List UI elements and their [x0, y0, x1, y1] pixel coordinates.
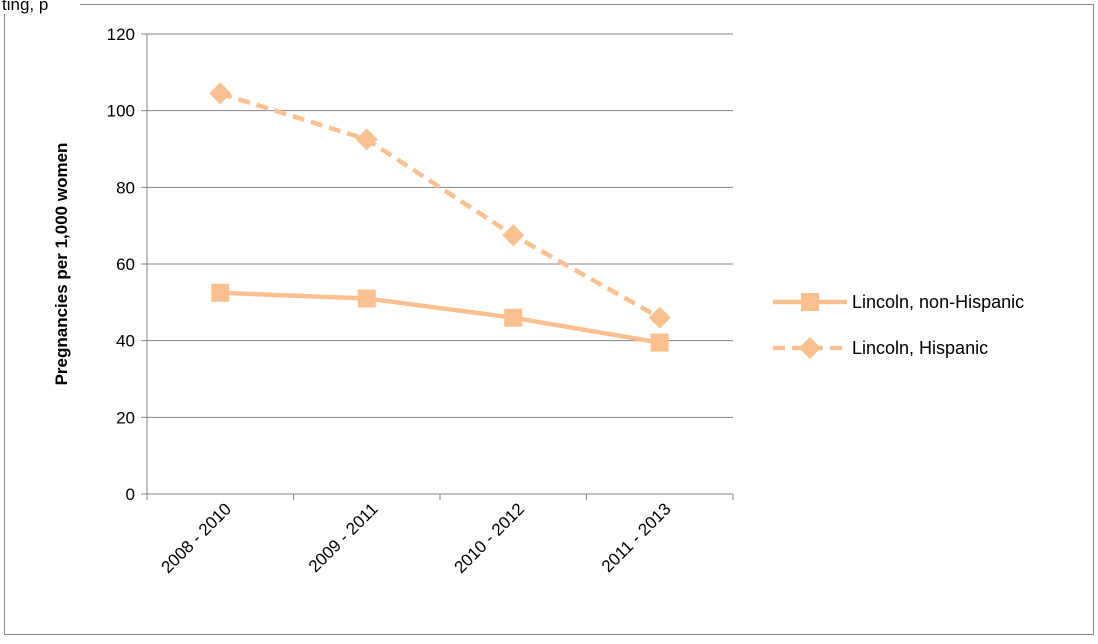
data-point — [504, 308, 523, 327]
x-tick-label: 2010 - 2012 — [450, 499, 528, 577]
chart-border — [4, 4, 1094, 635]
y-tick-label: 80 — [116, 178, 135, 197]
x-tick-label: 2009 - 2011 — [305, 499, 382, 576]
top-cut-text: ting, p — [2, 0, 48, 14]
gridlines — [147, 33, 733, 418]
y-tick-label: 0 — [126, 485, 135, 504]
data-point — [355, 128, 378, 151]
data-series — [209, 82, 671, 352]
x-tick-labels: 2008 - 2010 2009 - 2011 2010 - 2012 2011 - … — [157, 499, 674, 577]
data-point — [209, 82, 232, 105]
top-cut-mask — [0, 0, 80, 14]
y-tick-label: 100 — [107, 102, 135, 121]
y-axis-title: Pregnancies per 1,000 women — [52, 143, 71, 386]
y-tick-label: 20 — [116, 408, 135, 427]
legend-label: Lincoln, Hispanic — [852, 338, 988, 358]
legend-marker — [801, 293, 819, 311]
y-tick-labels: 0 20 40 60 80 100 120 — [107, 25, 135, 504]
legend-label: Lincoln, non-Hispanic — [852, 292, 1024, 312]
legend-entry-1: Lincoln, non-Hispanic — [773, 292, 1024, 312]
x-tick-label: 2011 - 2013 — [598, 499, 675, 576]
series-1 — [211, 283, 669, 352]
y-tick-label: 60 — [116, 255, 135, 274]
legend-marker — [799, 337, 821, 359]
legend-entry-2: Lincoln, Hispanic — [773, 337, 988, 359]
legend: Lincoln, non-Hispanic Lincoln, Hispanic — [773, 292, 1024, 359]
series-line — [220, 290, 661, 345]
data-point — [648, 306, 671, 329]
x-tick-label: 2008 - 2010 — [157, 499, 235, 577]
series-line — [219, 91, 661, 320]
y-tick-label: 40 — [116, 332, 135, 351]
y-tick-label: 120 — [107, 25, 135, 44]
data-point — [650, 333, 669, 352]
data-point — [502, 224, 525, 247]
data-point — [357, 289, 376, 308]
axes — [141, 33, 734, 500]
series-2 — [209, 82, 671, 329]
data-point — [211, 283, 230, 302]
